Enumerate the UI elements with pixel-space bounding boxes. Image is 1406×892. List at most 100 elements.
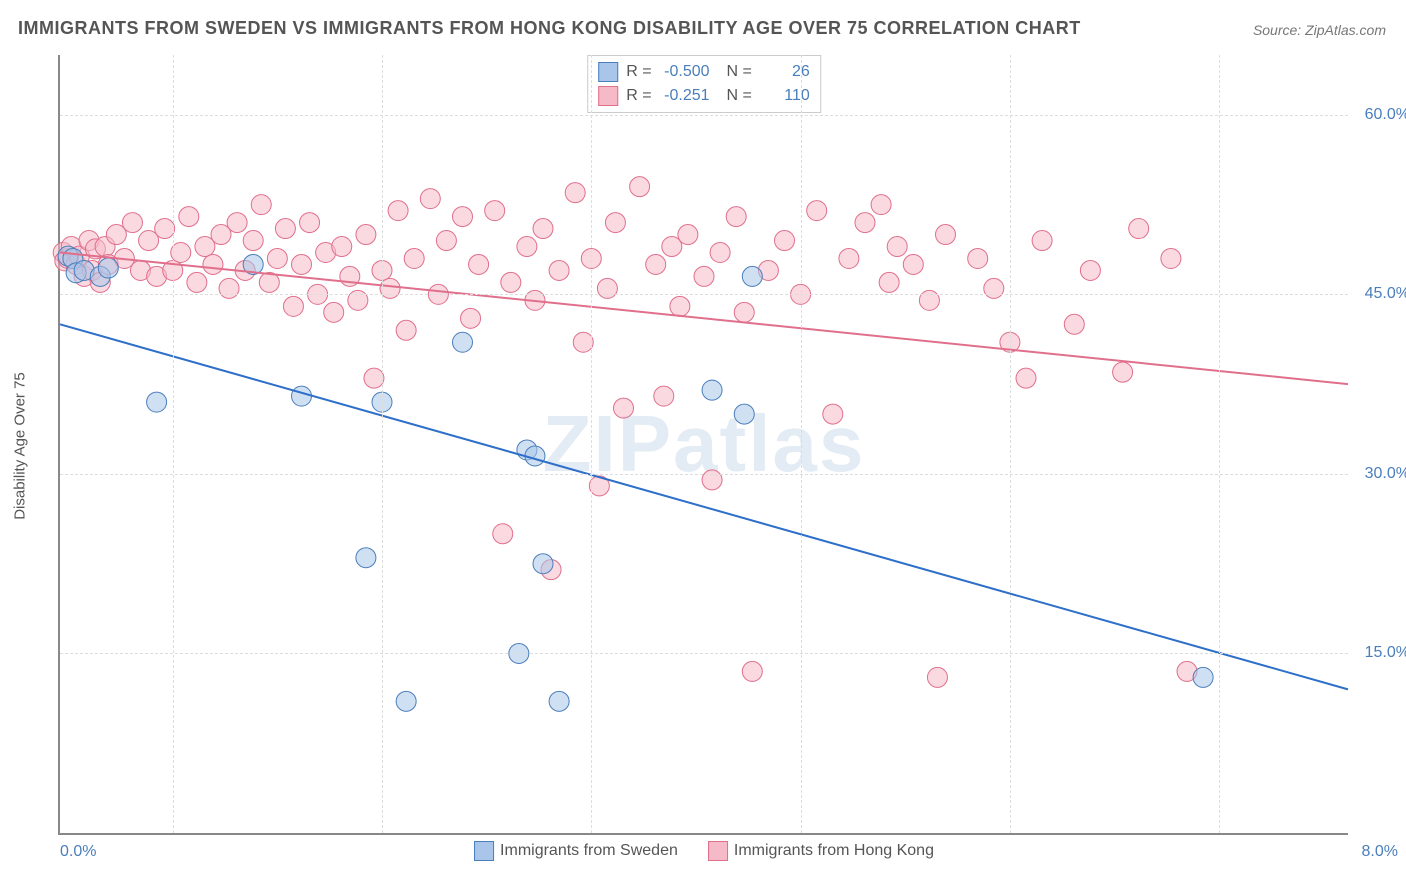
scatter-point <box>678 225 698 245</box>
scatter-point <box>839 248 859 268</box>
chart-svg <box>60 55 1348 833</box>
scatter-point <box>533 554 553 574</box>
scatter-point <box>734 302 754 322</box>
r-label: R = <box>626 63 651 81</box>
scatter-point <box>919 290 939 310</box>
scatter-point <box>267 248 287 268</box>
legend-item-sweden: Immigrants from Sweden <box>474 841 678 861</box>
scatter-point <box>549 691 569 711</box>
legend-label: Immigrants from Hong Kong <box>734 842 934 860</box>
scatter-point <box>1113 362 1133 382</box>
scatter-point <box>485 201 505 221</box>
scatter-point <box>147 392 167 412</box>
scatter-point <box>807 201 827 221</box>
scatter-point <box>171 242 191 262</box>
scatter-point <box>122 213 142 233</box>
scatter-point <box>823 404 843 424</box>
scatter-point <box>388 201 408 221</box>
scatter-point <box>275 219 295 239</box>
scatter-point <box>887 237 907 257</box>
scatter-point <box>1064 314 1084 334</box>
legend-swatch-icon <box>708 841 728 861</box>
y-axis-label: Disability Age Over 75 <box>12 372 29 520</box>
scatter-point <box>396 320 416 340</box>
scatter-point <box>203 254 223 274</box>
scatter-point <box>300 213 320 233</box>
scatter-point <box>396 691 416 711</box>
r-label: R = <box>626 87 651 105</box>
scatter-point <box>251 195 271 215</box>
scatter-point <box>573 332 593 352</box>
scatter-point <box>984 278 1004 298</box>
scatter-point <box>726 207 746 227</box>
scatter-point <box>283 296 303 316</box>
scatter-point <box>187 272 207 292</box>
scatter-point <box>243 231 263 251</box>
n-label: N = <box>718 87 752 105</box>
scatter-point <box>436 231 456 251</box>
scatter-point <box>702 470 722 490</box>
scatter-point <box>710 242 730 262</box>
scatter-point <box>614 398 634 418</box>
scatter-point <box>155 219 175 239</box>
scatter-point <box>453 332 473 352</box>
scatter-point <box>871 195 891 215</box>
scatter-point <box>179 207 199 227</box>
scatter-point <box>734 404 754 424</box>
legend-series: Immigrants from Sweden Immigrants from H… <box>474 841 934 861</box>
legend-stats-row-2: R = -0.251 N = 110 <box>598 84 810 108</box>
scatter-point <box>356 225 376 245</box>
scatter-point <box>654 386 674 406</box>
r-value-sweden: -0.500 <box>660 63 710 81</box>
scatter-point <box>469 254 489 274</box>
scatter-point <box>646 254 666 274</box>
legend-stats-row-1: R = -0.500 N = 26 <box>598 60 810 84</box>
n-value-hk: 110 <box>760 87 810 105</box>
x-tick-label: 0.0% <box>60 843 96 861</box>
scatter-point <box>292 254 312 274</box>
scatter-point <box>936 225 956 245</box>
scatter-point <box>324 302 344 322</box>
scatter-point <box>742 661 762 681</box>
scatter-point <box>461 308 481 328</box>
scatter-point <box>380 278 400 298</box>
scatter-point <box>348 290 368 310</box>
scatter-point <box>332 237 352 257</box>
scatter-point <box>420 189 440 209</box>
scatter-point <box>404 248 424 268</box>
scatter-point <box>742 266 762 286</box>
legend-swatch-sweden <box>598 62 618 82</box>
legend-label: Immigrants from Sweden <box>500 842 678 860</box>
scatter-point <box>453 207 473 227</box>
scatter-point <box>855 213 875 233</box>
y-tick-label: 60.0% <box>1365 106 1406 124</box>
chart-title: IMMIGRANTS FROM SWEDEN VS IMMIGRANTS FRO… <box>18 18 1081 39</box>
scatter-point <box>605 213 625 233</box>
scatter-point <box>292 386 312 406</box>
scatter-point <box>1080 260 1100 280</box>
chart-container: IMMIGRANTS FROM SWEDEN VS IMMIGRANTS FRO… <box>0 0 1406 892</box>
source-label: Source: ZipAtlas.com <box>1253 22 1386 38</box>
y-tick-label: 45.0% <box>1365 285 1406 303</box>
scatter-point <box>501 272 521 292</box>
scatter-point <box>364 368 384 388</box>
y-tick-label: 30.0% <box>1365 465 1406 483</box>
scatter-point <box>549 260 569 280</box>
plot-area: ZIPatlas R = -0.500 N = 26 R = -0.251 N … <box>58 55 1348 835</box>
scatter-point <box>533 219 553 239</box>
legend-item-hk: Immigrants from Hong Kong <box>708 841 934 861</box>
scatter-point <box>356 548 376 568</box>
r-value-hk: -0.251 <box>660 87 710 105</box>
legend-stats: R = -0.500 N = 26 R = -0.251 N = 110 <box>587 55 821 113</box>
scatter-point <box>1032 231 1052 251</box>
n-value-sweden: 26 <box>760 63 810 81</box>
scatter-point <box>565 183 585 203</box>
scatter-point <box>630 177 650 197</box>
scatter-point <box>1193 667 1213 687</box>
scatter-point <box>1129 219 1149 239</box>
trend-line <box>60 324 1348 689</box>
scatter-point <box>517 237 537 257</box>
scatter-point <box>702 380 722 400</box>
scatter-point <box>879 272 899 292</box>
scatter-point <box>775 231 795 251</box>
